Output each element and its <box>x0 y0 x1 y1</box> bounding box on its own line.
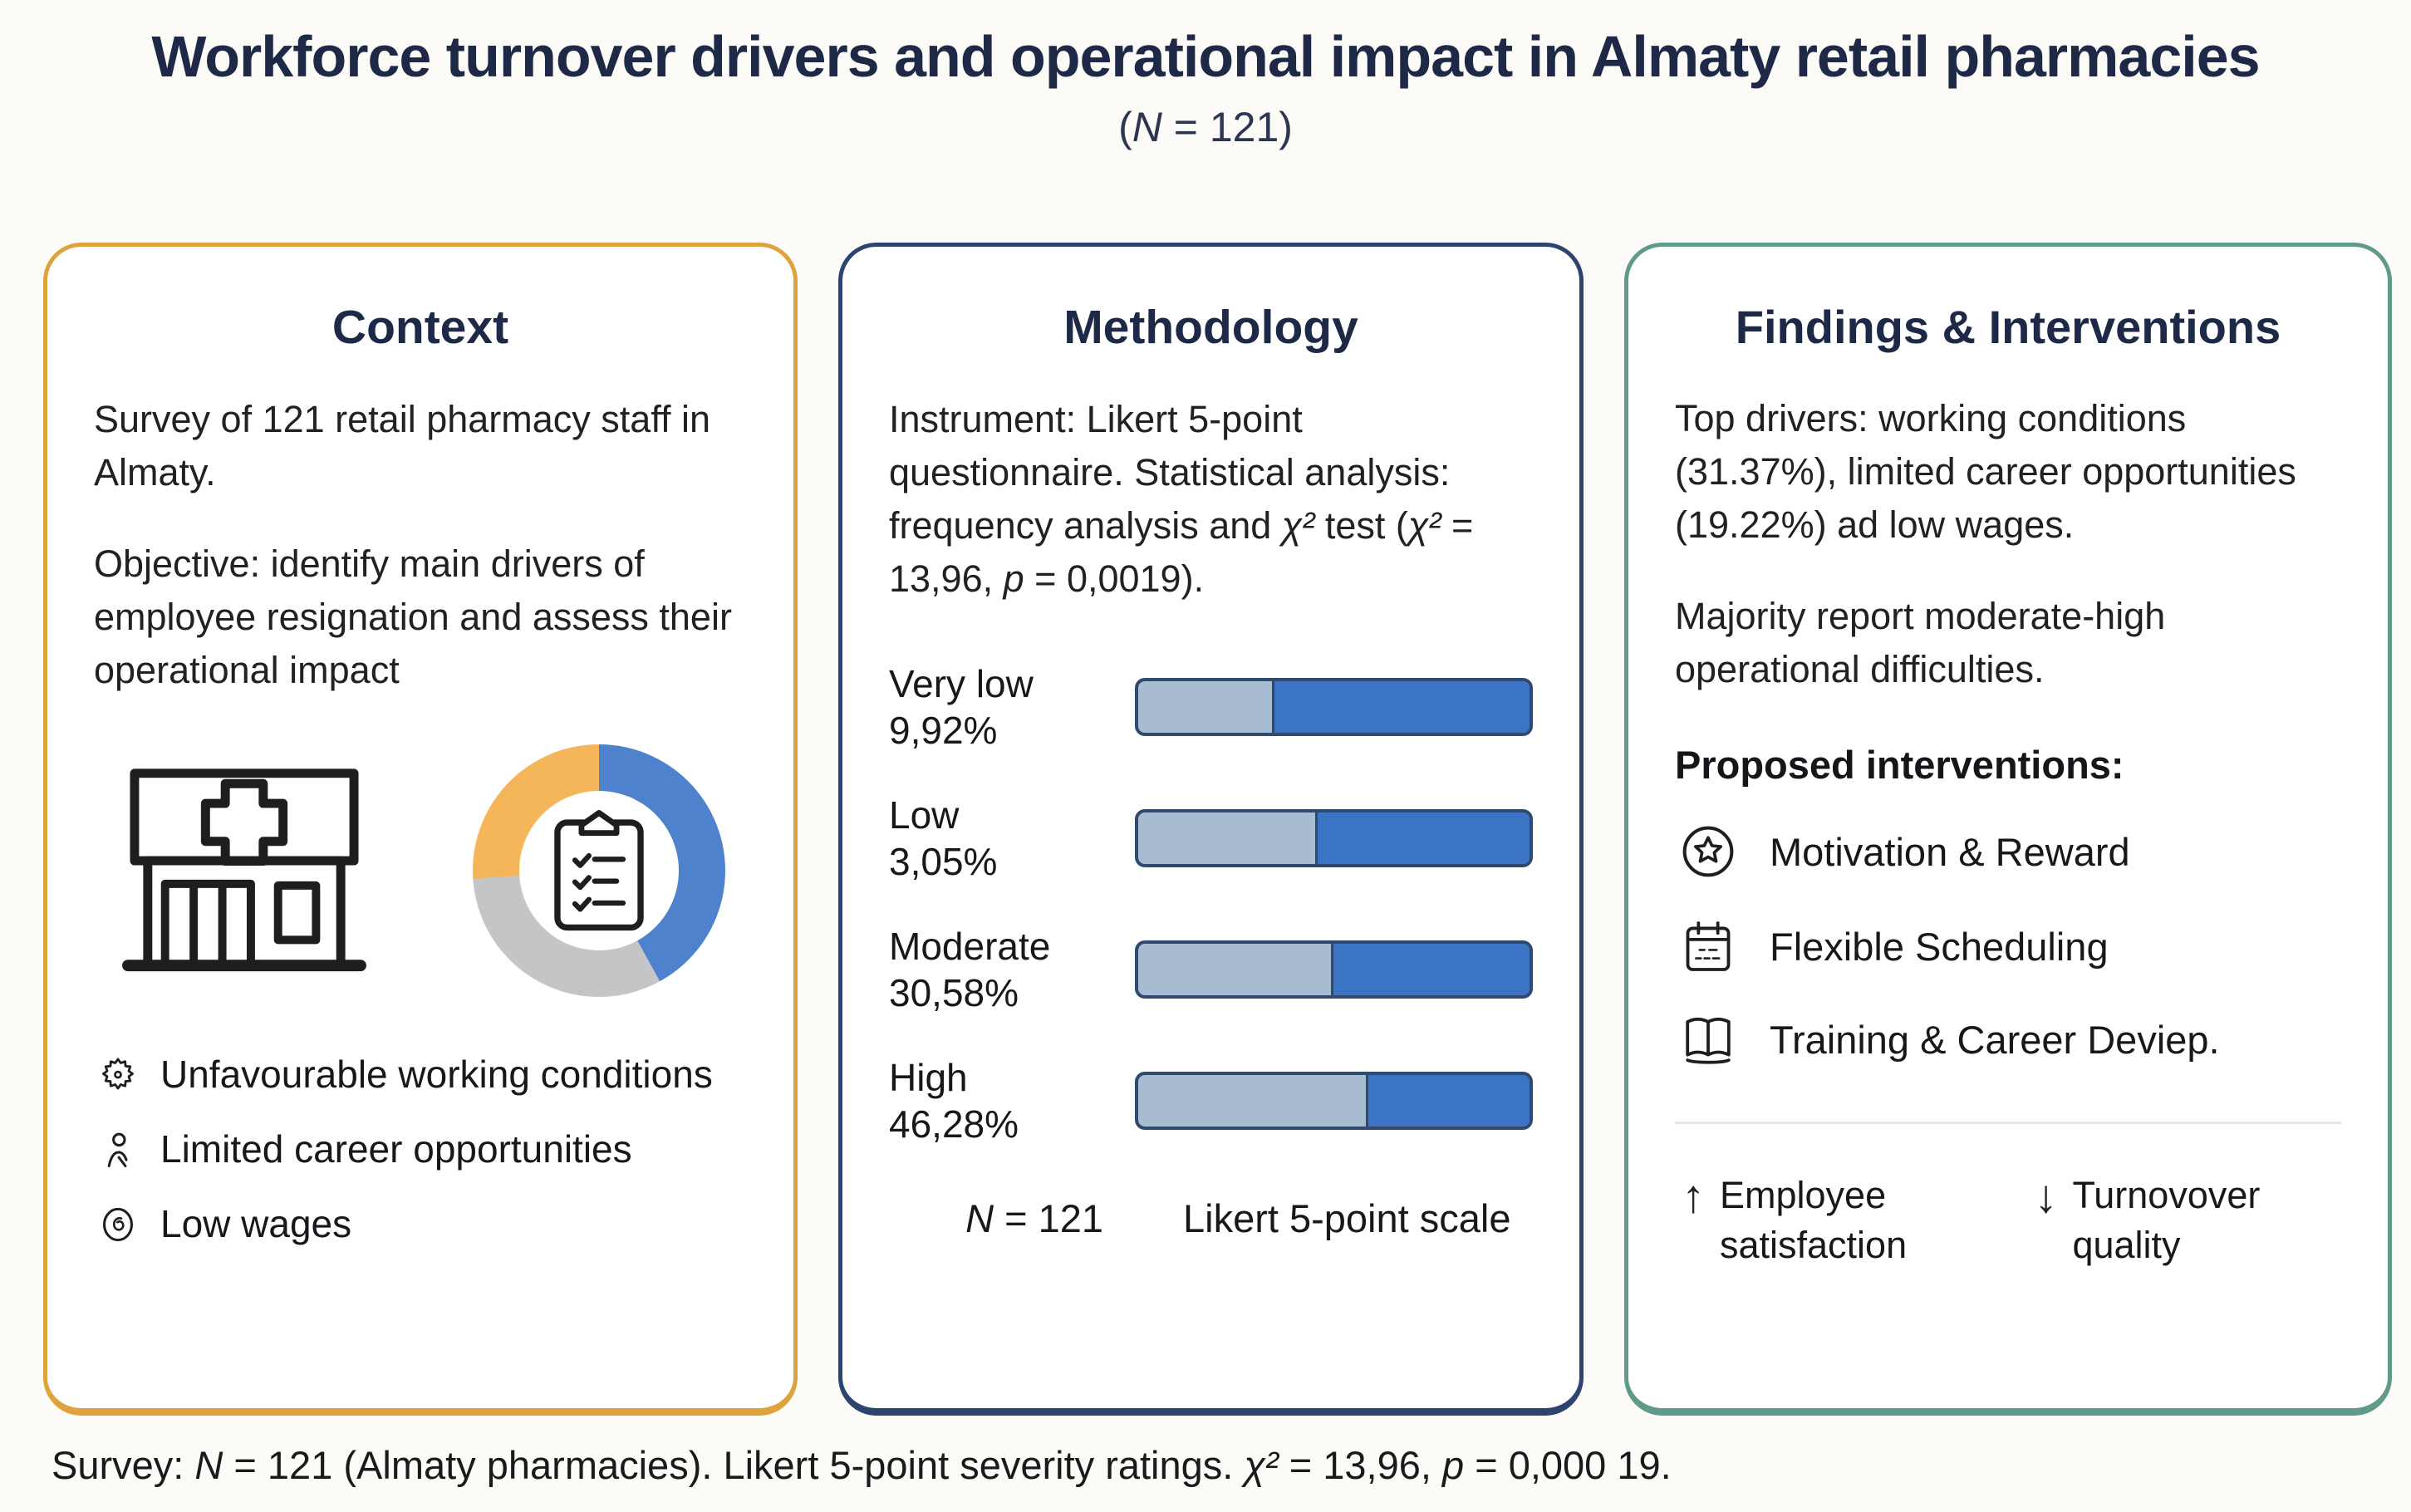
n-symbol: N <box>194 1443 223 1487</box>
category-label: Moderate <box>889 925 1051 968</box>
intervention-label: Motivation & Reward <box>1770 829 2130 874</box>
outcome-label: Employee satisfaction <box>1720 1174 1908 1266</box>
likert-row-label: High 46,28% <box>889 1054 1107 1147</box>
chi-squared-symbol: χ² <box>1281 503 1315 547</box>
p-symbol: p <box>1003 557 1024 600</box>
stacked-bar <box>1135 1072 1533 1131</box>
chart-note: N = 121 Likert 5-point scale <box>889 1195 1533 1241</box>
method-text: = 0,0019). <box>1024 557 1205 600</box>
subtitle-suffix: = 121) <box>1161 104 1293 150</box>
value-label: 46,28% <box>889 1102 1019 1146</box>
value-label: 30,58% <box>889 971 1019 1015</box>
star-badge-icon <box>1675 821 1741 882</box>
turnover-drivers-list: Unfavourable working conditions Limited … <box>94 1050 747 1249</box>
stacked-bar <box>1135 677 1533 736</box>
open-book-icon <box>1675 1010 1741 1068</box>
context-illustrations <box>94 744 747 998</box>
likert-row-label: Low 3,05% <box>889 792 1107 885</box>
value-label: 9,92% <box>889 708 998 752</box>
page-subtitle: (N = 121) <box>0 103 2411 151</box>
p-symbol: p <box>1442 1443 1465 1487</box>
likert-bar-chart: Very low 9,92% Low 3,05% Moderate 30,5 <box>889 660 1533 1148</box>
context-title: Context <box>331 301 509 354</box>
findings-title: Findings & Interventions <box>1735 301 2281 353</box>
context-paragraph-objective: Objective: identify main drivers of empl… <box>94 542 732 691</box>
likert-row: High 46,28% <box>889 1054 1533 1147</box>
person-icon <box>94 1125 142 1171</box>
driver-item: Limited career opportunities <box>94 1125 747 1175</box>
intervention-item: Motivation & Reward <box>1675 821 2341 882</box>
likert-row: Very low 9,92% <box>889 660 1533 754</box>
chi-squared-symbol: χ² <box>1407 503 1441 547</box>
driver-item: Unfavourable working conditions <box>94 1050 747 1100</box>
driver-item: Low wages <box>94 1200 747 1249</box>
findings-paragraph-drivers: Top drivers: working conditions (31.37%)… <box>1675 397 2296 546</box>
scale-note: Likert 5-point scale <box>1183 1196 1511 1241</box>
methodology-title: Methodology <box>1063 301 1358 354</box>
outcome-item: ↑ Employee satisfaction <box>1682 1171 2034 1269</box>
driver-label: Low wages <box>160 1202 352 1246</box>
panels-row: Context Survey of 121 retail pharmacy st… <box>43 243 2393 1416</box>
donut-chart <box>473 744 725 998</box>
driver-label: Limited career opportunities <box>160 1127 632 1171</box>
sample-size-note: N = 121 <box>965 1196 1103 1241</box>
method-text: Instrument: Likert 5-point questionnaire… <box>889 398 1451 547</box>
page-title: Workforce turnover drivers and operation… <box>151 24 2260 89</box>
category-label: Low <box>889 793 960 837</box>
intervention-item: Flexible Scheduling <box>1675 916 2341 977</box>
interventions-heading: Proposed interventions: <box>1675 743 2124 788</box>
outcome-label: Turnovover quality <box>2072 1174 2261 1266</box>
likert-row: Low 3,05% <box>889 792 1533 885</box>
footer-note: Survey: N = 121 (Almaty pharmacies). Lik… <box>52 1443 1672 1487</box>
findings-panel: Findings & Interventions Top drivers: wo… <box>1624 243 2392 1416</box>
bar-dark-segment <box>1366 1075 1530 1127</box>
intervention-label: Flexible Scheduling <box>1770 924 2109 969</box>
divider <box>1675 1122 2341 1125</box>
likert-row-label: Very low 9,92% <box>889 660 1107 754</box>
value-label: 3,05% <box>889 839 998 883</box>
bar-dark-segment <box>1314 812 1530 864</box>
outcomes-row: ↑ Employee satisfaction ↓ Turnovover qua… <box>1675 1171 2341 1269</box>
category-label: High <box>889 1056 968 1100</box>
methodology-paragraph: Instrument: Likert 5-point questionnaire… <box>889 393 1533 606</box>
context-paragraph-survey: Survey of 121 retail pharmacy staff in A… <box>94 398 711 493</box>
likert-row-label: Moderate 30,58% <box>889 923 1107 1016</box>
intervention-item: Training & Career Deviep. <box>1675 1010 2341 1068</box>
methodology-panel: Methodology Instrument: Likert 5-point q… <box>838 243 1584 1416</box>
findings-paragraph-difficulties: Majority report moderate-high operationa… <box>1675 594 2166 690</box>
stacked-bar <box>1135 808 1533 867</box>
category-label: Very low <box>889 661 1034 705</box>
calendar-icon <box>1675 916 1741 977</box>
gear-icon <box>94 1050 142 1097</box>
donut-hole <box>519 791 679 951</box>
context-panel: Context Survey of 121 retail pharmacy st… <box>43 243 798 1416</box>
method-text: = 13,96, <box>889 503 1474 600</box>
likert-row: Moderate 30,58% <box>889 923 1533 1016</box>
coin-icon <box>94 1200 142 1246</box>
pharmacy-storefront-icon <box>122 768 366 972</box>
clipboard-checklist-icon <box>554 810 644 931</box>
interventions-list: Motivation & Reward Flexible Scheduling <box>1675 821 2341 1068</box>
intervention-label: Training & Career Deviep. <box>1770 1017 2220 1062</box>
outcome-item: ↓ Turnovover quality <box>2034 1171 2260 1269</box>
stacked-bar <box>1135 940 1533 999</box>
subtitle-n: N <box>1132 104 1162 150</box>
subtitle-prefix: ( <box>1118 104 1132 150</box>
bar-dark-segment <box>1330 944 1530 996</box>
method-text: test ( <box>1314 503 1408 547</box>
driver-label: Unfavourable working conditions <box>160 1053 713 1097</box>
chi-squared-symbol: χ² <box>1244 1443 1279 1487</box>
up-arrow-icon: ↑ <box>1682 1170 1705 1223</box>
bar-dark-segment <box>1272 680 1530 733</box>
down-arrow-icon: ↓ <box>2034 1170 2058 1223</box>
